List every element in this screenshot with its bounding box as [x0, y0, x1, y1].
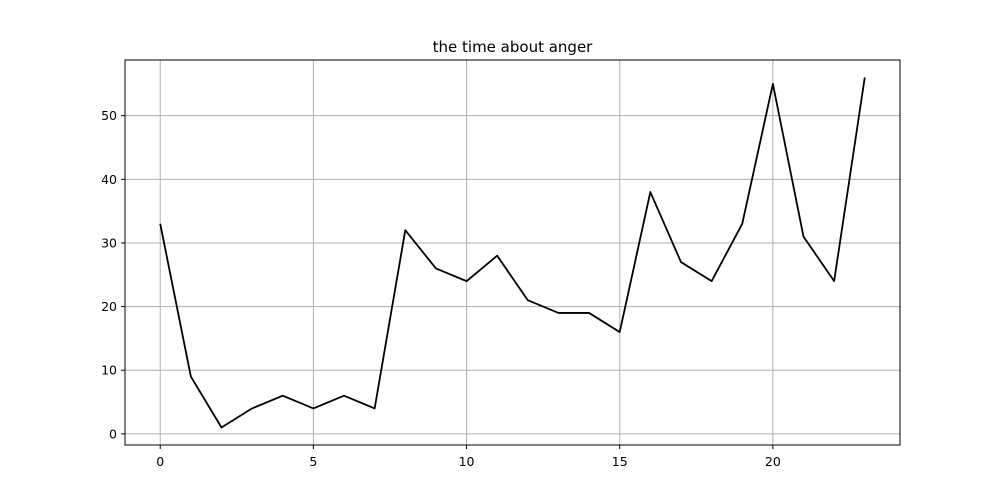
x-tick-label: 20 [765, 454, 781, 469]
y-tick-label: 30 [101, 235, 117, 250]
x-tick-label: 5 [309, 454, 317, 469]
plot-frame [124, 59, 901, 446]
grid-lines [125, 60, 900, 445]
y-tick-label: 10 [101, 363, 117, 378]
y-tick-label: 20 [101, 299, 117, 314]
y-tick-label: 50 [101, 108, 117, 123]
series-layer [159, 77, 866, 429]
chart-title: the time about anger [433, 38, 594, 56]
series-line [159, 77, 866, 429]
x-tick-label: 0 [156, 454, 164, 469]
y-tick-label: 0 [109, 426, 117, 441]
x-tick-label: 10 [459, 454, 475, 469]
axis-ticks: 0 5 10 15 20 0 10 20 30 40 50 [101, 108, 781, 469]
y-tick-label: 40 [101, 172, 117, 187]
x-tick-label: 15 [612, 454, 628, 469]
